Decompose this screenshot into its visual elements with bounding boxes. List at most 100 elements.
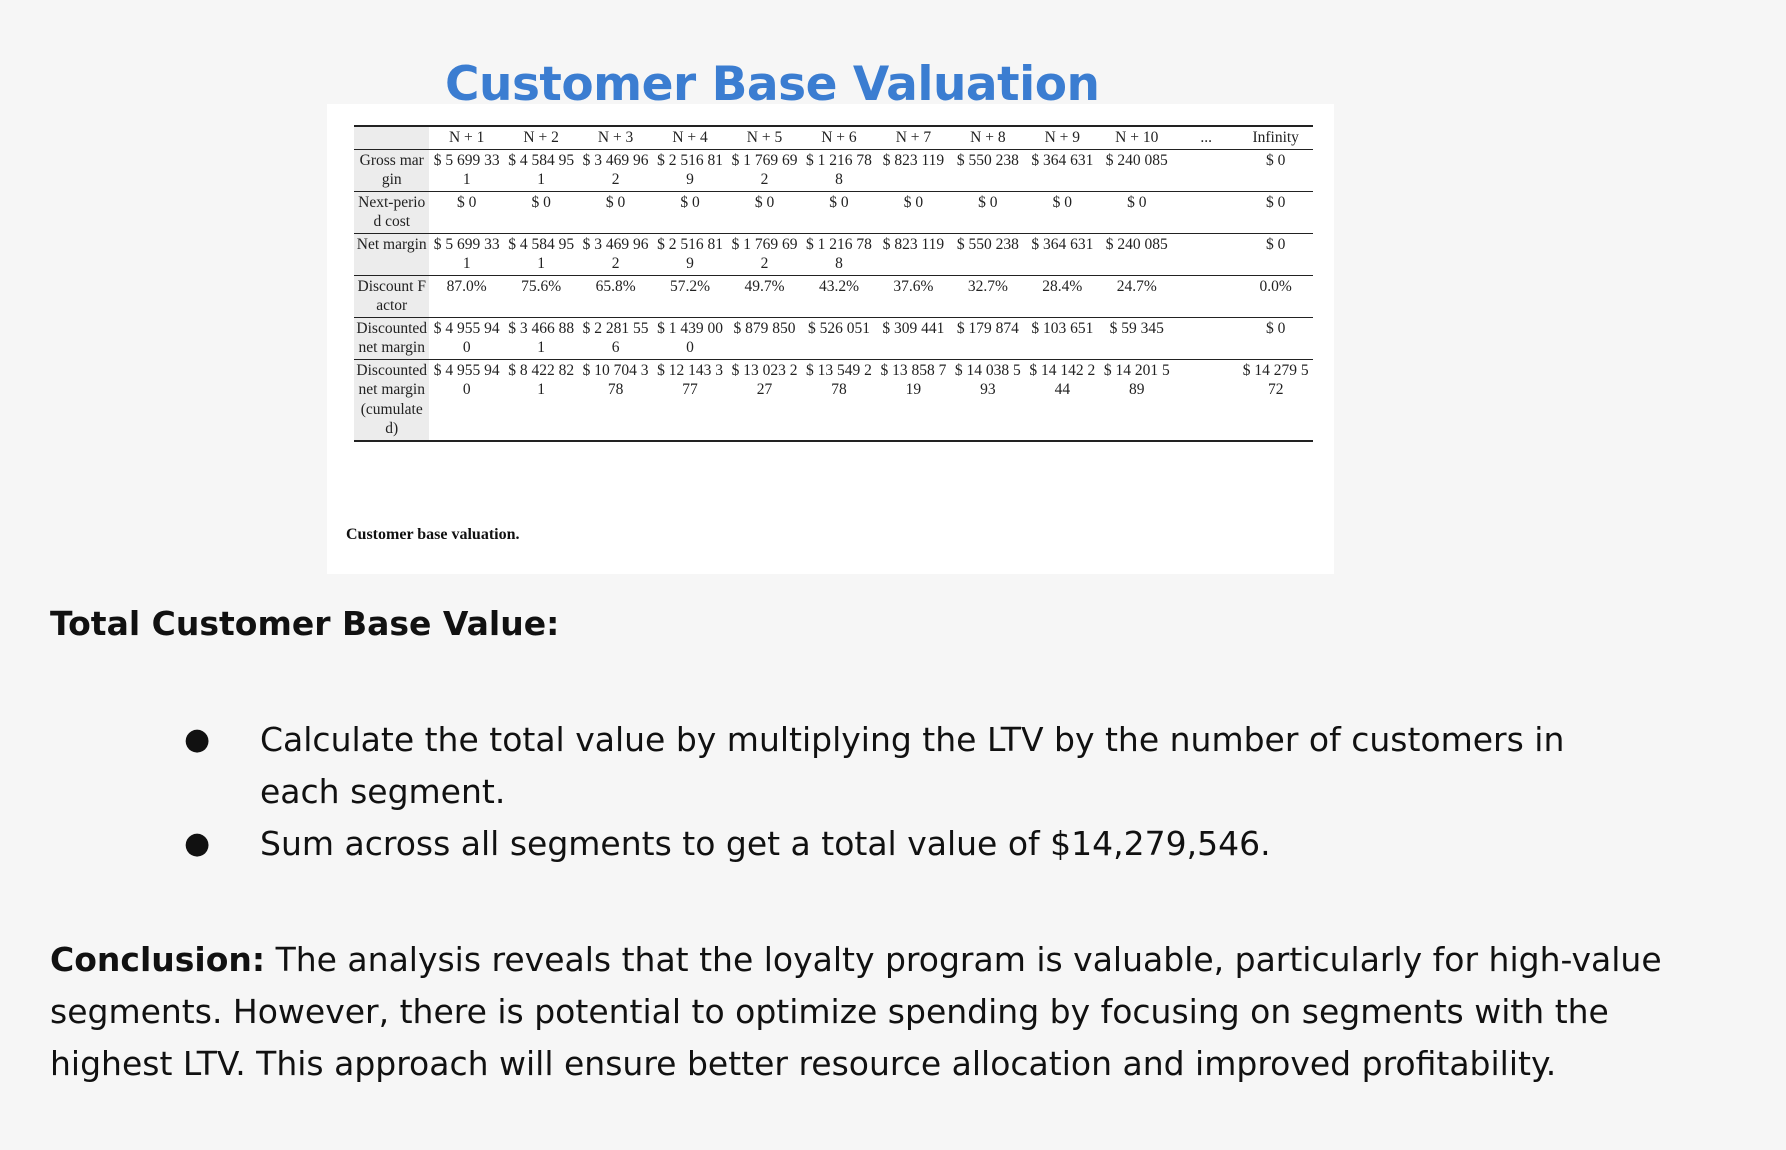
table-cell: $ 4 955 940 <box>433 361 500 399</box>
bullet-icon: ● <box>184 826 211 861</box>
table-cell: 65.8% <box>595 277 636 295</box>
table-cell: $ 823 119 <box>882 151 945 169</box>
table-cell: $ 0 <box>680 193 700 211</box>
column-header: N + 3 <box>597 129 634 146</box>
table-cell: $ 3 469 962 <box>582 151 649 189</box>
table-row: Discounted net margin $ 4 955 940 $ 3 466 … <box>354 317 1313 359</box>
column-header: N + 5 <box>746 129 783 146</box>
table-cell: $ 0 <box>903 193 924 211</box>
table-cell: $ 526 051 <box>807 319 870 337</box>
bullet-icon: ● <box>184 722 211 757</box>
table-cell: $ 0 <box>1266 319 1286 337</box>
table-cell: $ 0 <box>1266 151 1286 169</box>
table-cell: $ 14 142 244 <box>1029 361 1096 399</box>
bullet-list: ● Calculate the total value by multiplyin… <box>0 714 1786 870</box>
column-header: N + 9 <box>1044 129 1081 146</box>
table-cell: 32.7% <box>967 277 1008 295</box>
table-cell: $ 0 <box>1266 193 1286 211</box>
table-cell: $ 4 584 951 <box>508 151 575 189</box>
table-cell: 75.6% <box>521 277 562 295</box>
table-cell: 28.4% <box>1042 277 1083 295</box>
column-header: Infinity <box>1252 129 1299 146</box>
list-item: ● Calculate the total value by multiplyin… <box>0 714 1786 818</box>
table-cell: $ 0 <box>978 193 998 211</box>
bullet-text: Sum across all segments to get a total v… <box>260 824 1271 863</box>
table-cell: $ 3 466 881 <box>508 319 575 357</box>
column-header: N + 2 <box>523 129 559 146</box>
valuation-table: N + 1 N + 2 N + 3 N + 4 N + 5 N + 6 N + 7 N + 8… <box>354 125 1313 442</box>
table-cell: $ 1 216 788 <box>806 235 872 273</box>
table-cell: $ 14 038 593 <box>954 361 1021 399</box>
bullet-text: Calculate the total value by multiplying… <box>260 720 1565 811</box>
table-cell: $ 823 119 <box>882 235 945 253</box>
table-cell: $ 0 <box>1266 235 1286 253</box>
table-cell: $ 364 631 <box>1031 151 1094 169</box>
column-header: N + 8 <box>970 129 1006 146</box>
column-header: N + 7 <box>895 129 932 146</box>
table-cell: 49.7% <box>744 277 785 295</box>
table-row: Next-period cost $ 0 $ 0 $ 0 $ 0 $ 0 $ 0 $ 0 $ 0… <box>354 191 1313 233</box>
table-cell: $ 14 279 572 <box>1242 361 1309 399</box>
row-header: Discounted net margin <box>354 317 430 359</box>
row-header: Discount Factor <box>354 275 430 317</box>
table-body: Gross margin $ 5 699 331 $ 4 584 951 $ 3 46… <box>354 149 1313 441</box>
table-cell: $ 0 <box>457 193 477 211</box>
table-cell: $ 14 201 589 <box>1103 361 1170 399</box>
table-caption: Customer base valuation. <box>346 526 520 543</box>
table-cell: $ 0 <box>1127 193 1147 211</box>
table-cell: $ 2 281 556 <box>582 319 649 357</box>
table-cell: $ 0 <box>829 193 849 211</box>
page-title: Customer Base Valuation <box>445 57 1100 113</box>
table-cell: $ 5 699 331 <box>433 151 500 189</box>
table-cell: 37.6% <box>893 277 934 295</box>
column-header: N + 10 <box>1115 129 1159 146</box>
table-cell: $ 2 516 819 <box>657 235 723 273</box>
table-row: Net margin $ 5 699 331 $ 4 584 951 $ 3 469 … <box>354 233 1313 275</box>
row-header: Net margin <box>354 233 430 275</box>
column-header: N + 1 <box>448 129 485 146</box>
table-cell: $ 8 422 821 <box>508 361 575 399</box>
column-header: N + 6 <box>821 129 857 146</box>
table-cell: $ 0 <box>754 193 775 211</box>
table-cell: $ 1 216 788 <box>806 151 872 189</box>
table-cell: 24.7% <box>1116 277 1157 295</box>
conclusion-label: Conclusion: <box>50 940 266 979</box>
table-cell: $ 1 769 692 <box>731 235 798 273</box>
table-cell: $ 13 023 227 <box>731 361 798 399</box>
table-cell: $ 550 238 <box>956 151 1019 169</box>
row-header: Next-period cost <box>354 191 430 233</box>
table-cell <box>1174 359 1238 441</box>
table-cell <box>1174 191 1238 233</box>
table-cell <box>1174 275 1238 317</box>
table-corner-cell <box>354 126 430 149</box>
table-cell: $ 4 955 940 <box>433 319 500 357</box>
valuation-table-image: N + 1 N + 2 N + 3 N + 4 N + 5 N + 6 N + 7 N + 8… <box>327 104 1334 574</box>
table-cell: $ 13 549 278 <box>806 361 872 399</box>
table-cell: $ 550 238 <box>956 235 1019 253</box>
table-cell: $ 3 469 962 <box>582 235 649 273</box>
table-cell: $ 1 439 000 <box>657 319 723 357</box>
column-header: ... <box>1200 129 1212 146</box>
column-header: N + 4 <box>672 129 708 146</box>
row-header: Discounted net margin (cumulated) <box>354 359 430 441</box>
list-item: ● Sum across all segments to get a total … <box>0 818 1786 870</box>
conclusion-paragraph: Conclusion: The analysis reveals that th… <box>50 934 1690 1090</box>
table-cell: $ 2 516 819 <box>657 151 723 189</box>
table-cell: $ 309 441 <box>882 319 945 337</box>
table-cell: 87.0% <box>446 277 487 295</box>
table-cell: $ 1 769 692 <box>731 151 798 189</box>
table-cell: $ 0 <box>531 193 551 211</box>
table-cell: $ 59 345 <box>1109 319 1164 337</box>
table-cell: $ 5 699 331 <box>433 235 500 273</box>
row-header: Gross margin <box>354 149 430 191</box>
table-cell: $ 0 <box>1052 193 1072 211</box>
table-row: Discounted net margin (cumulated) $ 4 955… <box>354 359 1313 441</box>
table-cell: $ 10 704 378 <box>582 361 649 399</box>
table-cell: 57.2% <box>670 277 711 295</box>
table-cell: $ 879 850 <box>733 319 796 337</box>
table-cell: $ 240 085 <box>1105 151 1168 169</box>
table-cell: $ 0 <box>605 193 626 211</box>
table-cell <box>1174 317 1238 359</box>
table-cell: 0.0% <box>1259 277 1292 295</box>
section-heading: Total Customer Base Value: <box>50 604 560 643</box>
